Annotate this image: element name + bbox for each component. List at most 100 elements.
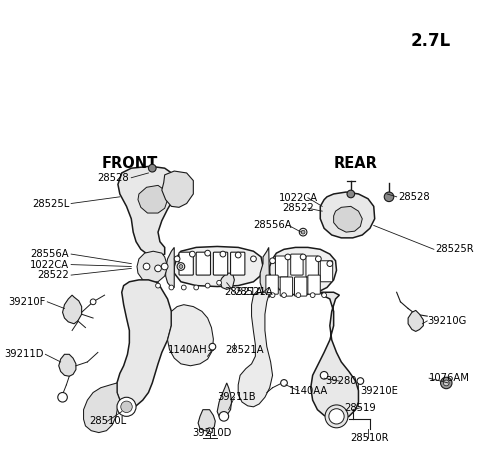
Circle shape [347,190,355,198]
Circle shape [156,283,160,288]
Circle shape [179,265,183,268]
PathPatch shape [118,166,177,257]
PathPatch shape [238,292,273,407]
Circle shape [384,192,394,202]
Circle shape [325,405,348,428]
Circle shape [219,412,228,421]
Circle shape [220,251,226,257]
Circle shape [143,263,150,270]
Circle shape [329,409,344,424]
PathPatch shape [260,247,270,297]
Circle shape [169,285,174,290]
Text: 28522: 28522 [282,203,314,213]
Circle shape [444,380,449,386]
PathPatch shape [320,192,375,238]
FancyBboxPatch shape [280,277,293,296]
Circle shape [270,293,275,298]
PathPatch shape [270,247,336,295]
Text: REAR: REAR [334,156,378,171]
Circle shape [296,293,300,298]
PathPatch shape [138,185,168,213]
Circle shape [90,299,96,305]
Circle shape [181,285,186,290]
Text: 28525L: 28525L [32,198,69,209]
PathPatch shape [334,206,362,232]
Circle shape [148,164,156,172]
PathPatch shape [137,251,168,283]
FancyBboxPatch shape [214,252,228,275]
PathPatch shape [311,292,359,419]
PathPatch shape [168,305,214,366]
Text: 1076AM: 1076AM [429,373,470,383]
Text: 28519: 28519 [345,403,376,413]
Circle shape [205,283,210,288]
PathPatch shape [166,247,174,288]
Circle shape [441,377,452,389]
Circle shape [174,256,180,262]
Text: 28510L: 28510L [89,416,126,426]
Circle shape [205,250,211,256]
Text: 1022CA: 1022CA [279,193,318,203]
Circle shape [155,265,161,272]
Text: 28522: 28522 [37,270,69,280]
Text: 28556A: 28556A [31,249,69,259]
PathPatch shape [84,383,120,432]
Text: 1022CA: 1022CA [30,259,69,270]
Text: 2.7L: 2.7L [411,31,451,50]
Text: 28528: 28528 [98,173,130,183]
Text: 39211B: 39211B [217,392,255,402]
Text: FRONT: FRONT [101,156,157,171]
Circle shape [320,371,328,379]
Circle shape [327,261,333,266]
PathPatch shape [117,280,171,408]
Text: 28521A: 28521A [225,345,264,354]
Text: 28521A: 28521A [224,287,263,297]
FancyBboxPatch shape [179,252,193,275]
FancyBboxPatch shape [308,275,320,294]
FancyBboxPatch shape [276,256,288,277]
Circle shape [58,392,67,402]
Circle shape [235,252,241,258]
Text: 39280: 39280 [325,376,357,386]
Circle shape [300,228,307,236]
Circle shape [322,293,326,298]
Circle shape [161,263,168,270]
Text: 39210F: 39210F [8,297,46,307]
Text: 28556A: 28556A [253,220,292,230]
PathPatch shape [174,246,263,287]
Text: 28521A: 28521A [234,287,273,297]
PathPatch shape [220,273,234,290]
Circle shape [117,397,136,416]
Circle shape [177,263,185,270]
FancyBboxPatch shape [266,275,278,294]
Text: 39210D: 39210D [193,428,232,438]
PathPatch shape [62,295,82,324]
PathPatch shape [217,383,231,417]
Circle shape [270,258,276,264]
Text: 39211D: 39211D [4,349,44,360]
Text: 28510R: 28510R [351,433,389,443]
PathPatch shape [198,410,216,431]
Circle shape [300,254,306,260]
FancyBboxPatch shape [230,252,245,275]
Circle shape [209,344,216,350]
Circle shape [121,401,132,413]
FancyBboxPatch shape [295,277,307,296]
FancyBboxPatch shape [306,256,318,277]
FancyBboxPatch shape [196,252,211,275]
Text: 39210E: 39210E [360,385,398,396]
Circle shape [285,254,291,260]
Circle shape [310,293,315,298]
PathPatch shape [59,354,76,376]
Circle shape [194,285,199,290]
Text: 1140AH: 1140AH [168,345,208,354]
Text: 1140AA: 1140AA [289,385,328,396]
FancyBboxPatch shape [291,254,303,275]
Circle shape [207,428,213,433]
Circle shape [190,251,195,257]
Text: 28528: 28528 [398,192,430,202]
PathPatch shape [408,310,423,331]
Circle shape [251,256,256,262]
Text: 39210G: 39210G [427,316,467,326]
FancyBboxPatch shape [320,261,333,282]
